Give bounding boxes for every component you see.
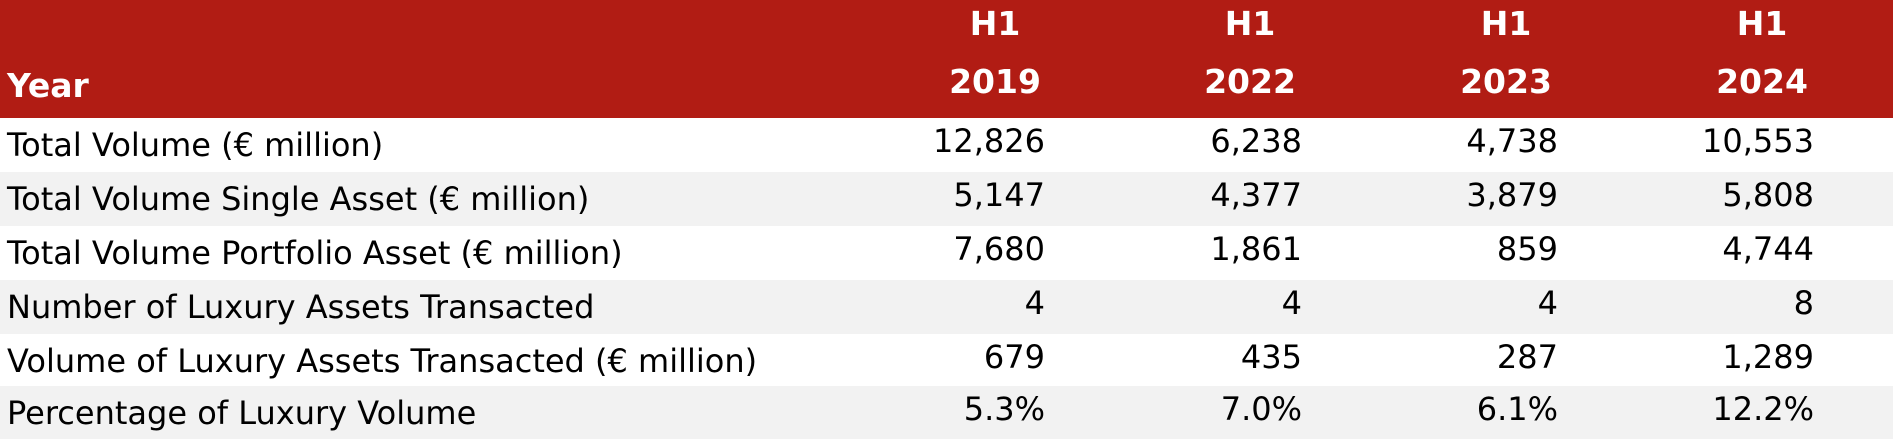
cell-h1-2024: 1,289: [1722, 338, 1814, 376]
header-period-year: 2023: [1460, 62, 1552, 101]
row-label: Number of Luxury Assets Transacted: [7, 288, 595, 326]
cell-h1-2024: 10,553: [1702, 122, 1814, 160]
cell-h1-2022: 4,377: [1210, 176, 1302, 214]
header-period-half: H1: [1224, 4, 1276, 43]
cell-h1-2024: 5,808: [1722, 176, 1814, 214]
header-year-label: Year: [7, 66, 89, 105]
cell-h1-2022: 7.0%: [1220, 390, 1302, 428]
cell-h1-2022: 1,861: [1210, 230, 1302, 268]
cell-h1-2019: 12,826: [933, 122, 1045, 160]
header-period-year: 2019: [949, 62, 1041, 101]
cell-h1-2019: 4: [1024, 284, 1045, 322]
header-period-2022: H1 2022: [1160, 0, 1340, 118]
cell-h1-2019: 5,147: [953, 176, 1045, 214]
header-period-2023: H1 2023: [1416, 0, 1596, 118]
header-period-half: H1: [969, 4, 1021, 43]
row-label: Volume of Luxury Assets Transacted (€ mi…: [7, 342, 758, 380]
cell-h1-2022: 435: [1240, 338, 1302, 376]
header-period-2019: H1 2019: [905, 0, 1085, 118]
cell-h1-2023: 4: [1537, 284, 1558, 322]
cell-h1-2023: 6.1%: [1476, 390, 1558, 428]
cell-h1-2023: 859: [1496, 230, 1558, 268]
table-row: Percentage of Luxury Volume 5.3% 7.0% 6.…: [0, 386, 1893, 439]
table-row: Number of Luxury Assets Transacted 4 4 4…: [0, 280, 1893, 334]
cell-h1-2019: 679: [983, 338, 1045, 376]
cell-h1-2024: 12.2%: [1712, 390, 1814, 428]
cell-h1-2022: 6,238: [1210, 122, 1302, 160]
table-row: Total Volume Portfolio Asset (€ million)…: [0, 226, 1893, 280]
cell-h1-2023: 4,738: [1466, 122, 1558, 160]
header-period-2024: H1 2024: [1672, 0, 1852, 118]
cell-h1-2019: 5.3%: [963, 390, 1045, 428]
row-label: Total Volume Portfolio Asset (€ million): [7, 234, 623, 272]
cell-h1-2023: 3,879: [1466, 176, 1558, 214]
table-row: Total Volume Single Asset (€ million) 5,…: [0, 172, 1893, 226]
cell-h1-2023: 287: [1496, 338, 1558, 376]
cell-h1-2024: 8: [1793, 284, 1814, 322]
table-header: Year H1 2019 H1 2022 H1 2023 H1 2024: [0, 0, 1893, 118]
row-label: Total Volume Single Asset (€ million): [7, 180, 590, 218]
row-label: Percentage of Luxury Volume: [7, 394, 477, 432]
cell-h1-2022: 4: [1281, 284, 1302, 322]
table-row: Volume of Luxury Assets Transacted (€ mi…: [0, 334, 1893, 388]
header-period-year: 2022: [1204, 62, 1296, 101]
header-period-half: H1: [1736, 4, 1788, 43]
header-period-half: H1: [1480, 4, 1532, 43]
cell-h1-2024: 4,744: [1722, 230, 1814, 268]
header-period-year: 2024: [1716, 62, 1808, 101]
table-row: Total Volume (€ million) 12,826 6,238 4,…: [0, 118, 1893, 172]
cell-h1-2019: 7,680: [953, 230, 1045, 268]
row-label: Total Volume (€ million): [7, 126, 384, 164]
